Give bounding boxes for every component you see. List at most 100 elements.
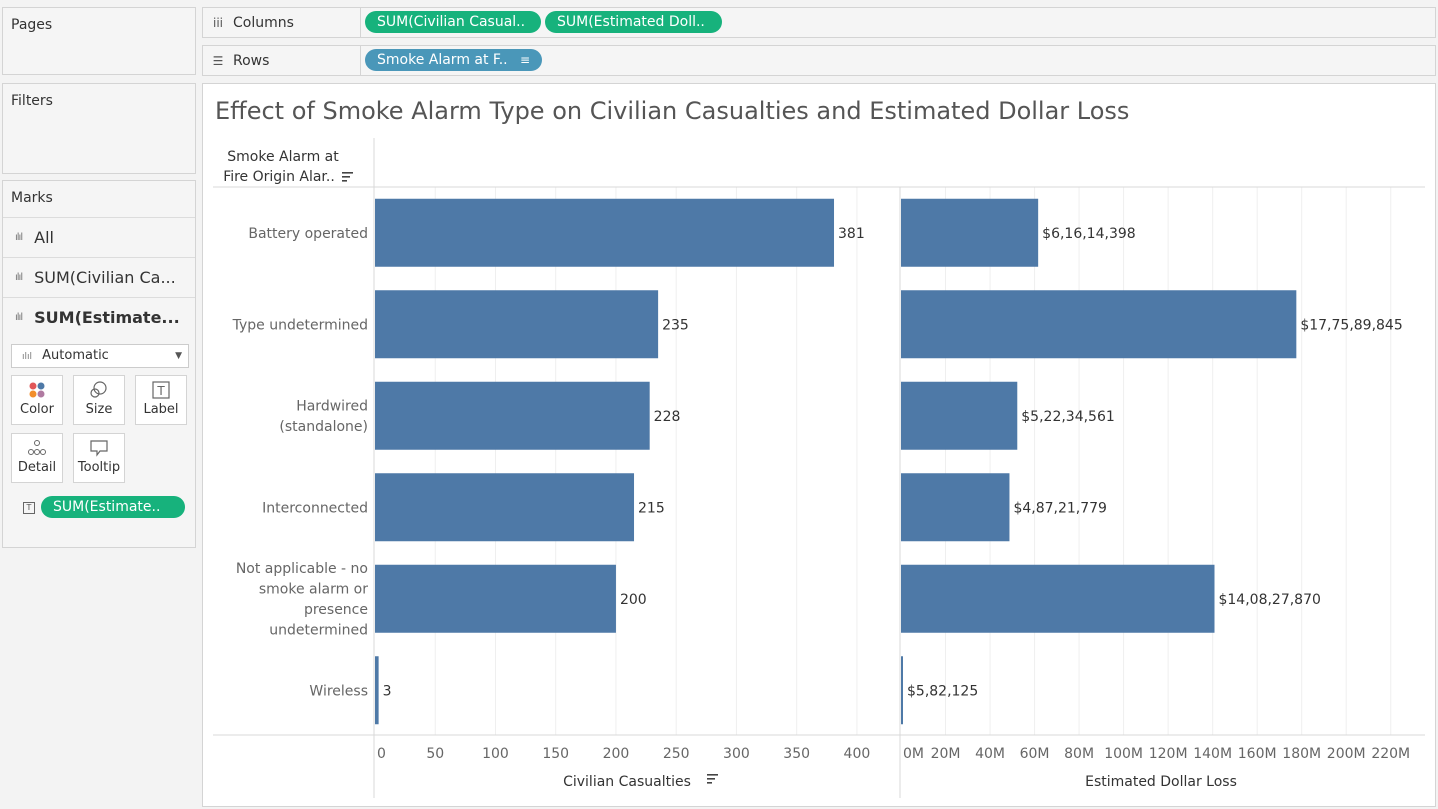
detail-icon (12, 434, 62, 458)
tick-label: 20M (931, 746, 961, 762)
pages-title: Pages (11, 17, 53, 33)
tick-label: 400 (844, 746, 871, 762)
detail-button[interactable]: Detail (11, 433, 63, 483)
marks-row-all[interactable]: ılıl All (3, 217, 195, 257)
rows-shelf[interactable]: ☰ Rows Smoke Alarm at F.. ≡ (202, 45, 1436, 76)
bar-mark-icon: ılıl (15, 272, 23, 283)
category-label: (standalone) (279, 419, 368, 435)
mark-type-dropdown[interactable]: ılıl Automatic ▼ (11, 344, 189, 368)
columns-icon: iii (212, 15, 223, 30)
filters-panel[interactable]: Filters (2, 83, 196, 174)
bar (375, 381, 650, 450)
tick-label: 100M (1104, 746, 1143, 762)
bar (375, 290, 659, 359)
marks-row-estimated[interactable]: ılıl SUM(Estimate... (3, 297, 195, 337)
tick-label: 140M (1193, 746, 1232, 762)
pages-panel[interactable]: Pages (2, 7, 196, 75)
tick-label: 120M (1149, 746, 1188, 762)
axis-title: Estimated Dollar Loss (1085, 774, 1237, 790)
tick-label: 160M (1238, 746, 1277, 762)
bar (901, 198, 1039, 267)
bar (375, 198, 835, 267)
category-label: Not applicable - no (236, 561, 368, 577)
data-label: $14,08,27,870 (1218, 592, 1320, 608)
tick-label: 0M (903, 746, 924, 762)
data-label: $6,16,14,398 (1042, 226, 1136, 242)
category-label: Hardwired (296, 399, 368, 415)
size-icon (74, 376, 124, 400)
columns-pill-civilian[interactable]: SUM(Civilian Casual.. (365, 11, 541, 33)
viz-title: Effect of Smoke Alarm Type on Civilian C… (215, 97, 1130, 125)
chart-svg: Smoke Alarm at Fire Origin Alar.. Batter… (213, 138, 1425, 798)
label-button[interactable]: T Label (135, 375, 187, 425)
tick-label: 180M (1282, 746, 1321, 762)
data-label: 3 (383, 683, 392, 699)
tick-label: 60M (1020, 746, 1050, 762)
detail-label: Detail (17, 460, 57, 475)
columns-shelf[interactable]: iii Columns SUM(Civilian Casual.. SUM(Es… (202, 7, 1436, 38)
sort-icon[interactable] (707, 774, 718, 784)
chevron-down-icon: ▼ (175, 351, 182, 361)
bar (901, 290, 1297, 359)
data-label: $5,22,34,561 (1021, 409, 1115, 425)
data-label: $4,87,21,779 (1013, 500, 1107, 516)
tick-label: 200M (1327, 746, 1366, 762)
filters-title: Filters (11, 93, 53, 109)
label-field-pill[interactable]: SUM(Estimate.. (41, 496, 185, 518)
category-label: Wireless (309, 683, 368, 699)
tooltip-button[interactable]: Tooltip (73, 433, 125, 483)
tick-label: 50 (426, 746, 444, 762)
category-label: undetermined (269, 623, 368, 639)
category-label: presence (304, 602, 368, 618)
axis-title: Civilian Casualties (563, 774, 691, 790)
category-label: Battery operated (248, 226, 368, 242)
bar-mark-icon: ılıl (15, 232, 23, 243)
tick-label: 300 (723, 746, 750, 762)
data-label: 215 (638, 500, 665, 516)
rows-pill-smoke-alarm[interactable]: Smoke Alarm at F.. ≡ (365, 49, 542, 71)
size-label: Size (85, 402, 113, 417)
category-label: Interconnected (262, 500, 368, 516)
tick-label: 0 (377, 746, 386, 762)
data-label: $17,75,89,845 (1300, 317, 1402, 333)
tick-label: 80M (1064, 746, 1094, 762)
rows-pill-label: Smoke Alarm at F.. (377, 52, 508, 68)
color-label: Color (20, 402, 54, 417)
text-label-icon: T (136, 376, 186, 400)
rows-shelf-label: ☰ Rows (203, 46, 361, 75)
viz-area: Effect of Smoke Alarm Type on Civilian C… (202, 83, 1436, 807)
marks-row-label: SUM(Estimate... (34, 308, 180, 327)
data-label: 200 (620, 592, 647, 608)
marks-row-civilian[interactable]: ılıl SUM(Civilian Ca... (3, 257, 195, 297)
tooltip-label: Tooltip (77, 460, 121, 475)
sort-icon[interactable] (342, 172, 353, 182)
bar (375, 656, 379, 725)
tick-label: 150 (542, 746, 569, 762)
svg-text:T: T (156, 384, 165, 398)
label-label: Label (143, 402, 179, 417)
sort-icon: ≡ (519, 53, 530, 67)
tick-label: 350 (783, 746, 810, 762)
category-label: Type undetermined (232, 317, 368, 333)
bar (375, 473, 635, 542)
columns-pill-estimated[interactable]: SUM(Estimated Doll.. (545, 11, 722, 33)
data-label: 235 (662, 317, 689, 333)
marks-panel: Marks ılıl All ılıl SUM(Civilian Ca... ı… (2, 180, 196, 548)
color-icon (12, 376, 62, 400)
tick-label: 40M (975, 746, 1005, 762)
tick-label: 200 (603, 746, 630, 762)
bar-mark-icon: ılıl (22, 352, 33, 362)
data-label: $5,82,125 (907, 683, 978, 699)
color-button[interactable]: Color (11, 375, 63, 425)
row-header-line-2: Fire Origin Alar.. (223, 169, 335, 185)
bar (901, 473, 1010, 542)
rows-label: Rows (233, 52, 270, 69)
row-header-line-1: Smoke Alarm at (227, 149, 339, 165)
bar (901, 381, 1018, 450)
rows-icon: ☰ (212, 53, 224, 68)
size-button[interactable]: Size (73, 375, 125, 425)
data-label: 381 (838, 226, 865, 242)
tick-label: 100 (482, 746, 509, 762)
marks-row-label: All (34, 228, 54, 247)
bar-mark-icon: ılıl (15, 312, 23, 323)
